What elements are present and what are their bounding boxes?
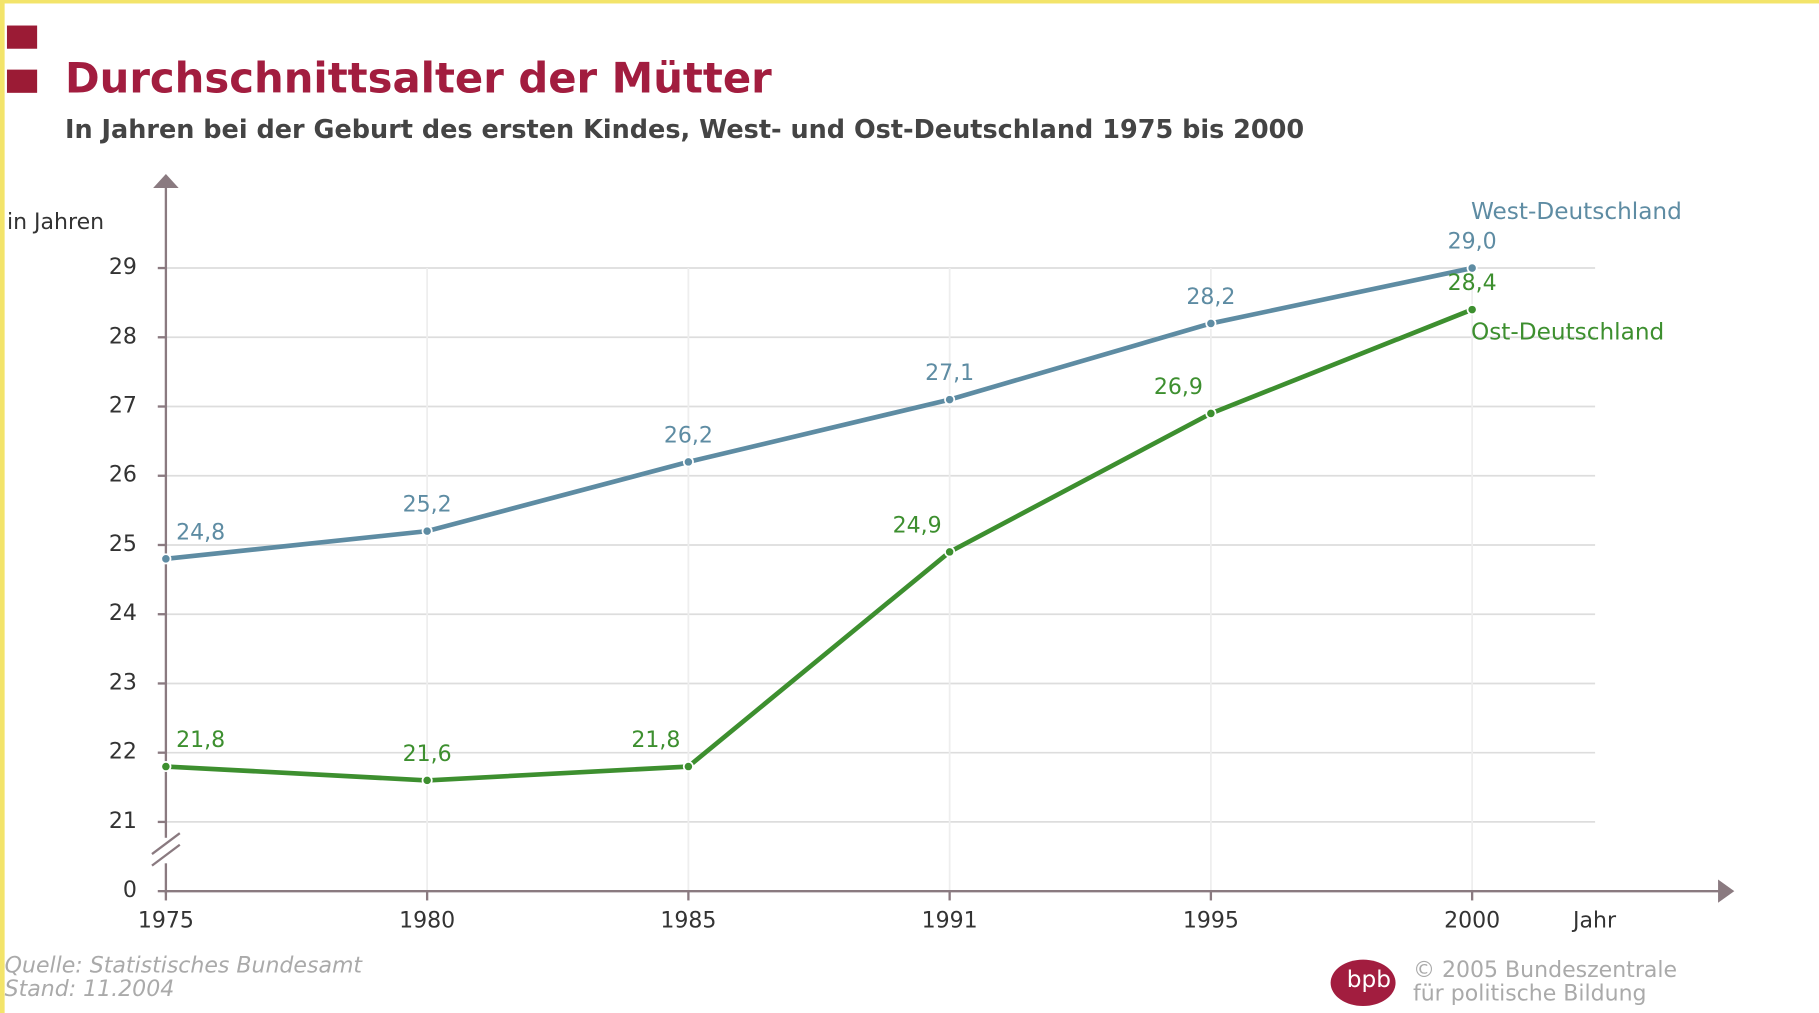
legend-label: West-Deutschland [1471,198,1682,225]
publisher: für politische Bildung [1413,981,1647,1006]
y-tick-label: 24 [109,601,137,626]
data-label: 27,1 [925,361,974,386]
data-point [682,761,694,773]
x-tick-label: 1995 [1183,908,1239,933]
title-marker [6,69,38,93]
y-axis-arrow [153,174,179,188]
x-tick-label: 1975 [138,908,194,933]
series-line [165,265,1473,562]
data-point [1205,407,1217,419]
x-tick-label: 1985 [660,908,716,933]
y-tick-label: 21 [109,809,137,834]
y-tick-label: 25 [109,532,137,557]
data-point [1205,317,1217,329]
data-label: 24,8 [176,520,225,545]
top-border [0,0,1819,4]
y-tick-label: 28 [109,324,137,349]
data-label: 25,2 [403,493,452,518]
data-label: 21,8 [631,728,680,753]
data-point [944,394,956,406]
data-point [1466,262,1478,274]
data-point [421,774,433,786]
x-tick-label: 1991 [922,908,978,933]
series-line [165,307,1473,783]
data-label: 21,8 [176,728,225,753]
left-border [0,0,5,1013]
date: Stand: 11.2004 [5,977,175,1002]
source: Quelle: Statistisches Bundesamt [5,954,364,979]
data-point [944,546,956,558]
data-label: 24,9 [893,513,942,538]
x-tick-label: 2000 [1444,908,1500,933]
y-axis-label: in Jahren [7,210,104,235]
y-tick-label: 0 [123,878,137,903]
data-label: 28,2 [1186,285,1235,310]
data-point [1466,304,1478,316]
plot: 24,8 25,2 26,2 27,1 28,2 29,0 West-Deutschland… [160,198,1682,786]
x-axis-label: Jahr [1571,908,1617,933]
y-tick-label: 27 [109,394,137,419]
data-point [160,761,172,773]
data-point [682,456,694,468]
chart-title: Durchschnittsalter der Mütter [65,54,772,103]
axis-break [151,832,181,855]
y-tick-label: 29 [109,255,137,280]
x-axis-arrow [1718,879,1735,903]
data-point [160,553,172,565]
logo-badge [1330,959,1396,1007]
title-marker [6,25,38,49]
data-label: 26,2 [664,423,713,448]
y-tick-label: 23 [109,670,137,695]
data-label: 21,6 [403,742,452,767]
data-point [421,525,433,537]
data-label: 26,9 [1154,375,1203,400]
grid: 0 21 22 23 24 25 26 27 28 29 1975 1980 1985 1991 1995 2… [109,255,1596,933]
y-tick-label: 26 [109,463,137,488]
copyright: © 2005 Bundeszentrale [1413,958,1677,983]
chart-subtitle: In Jahren bei der Geburt des ersten Kind… [65,115,1304,145]
legend-label: Ost-Deutschland [1471,319,1664,346]
axis-break [151,843,181,867]
y-tick-label: 22 [109,740,137,765]
logo: bpb [1347,966,1391,993]
data-label: 29,0 [1448,230,1497,255]
x-tick-label: 1980 [399,908,455,933]
data-label: 28,4 [1448,271,1497,296]
